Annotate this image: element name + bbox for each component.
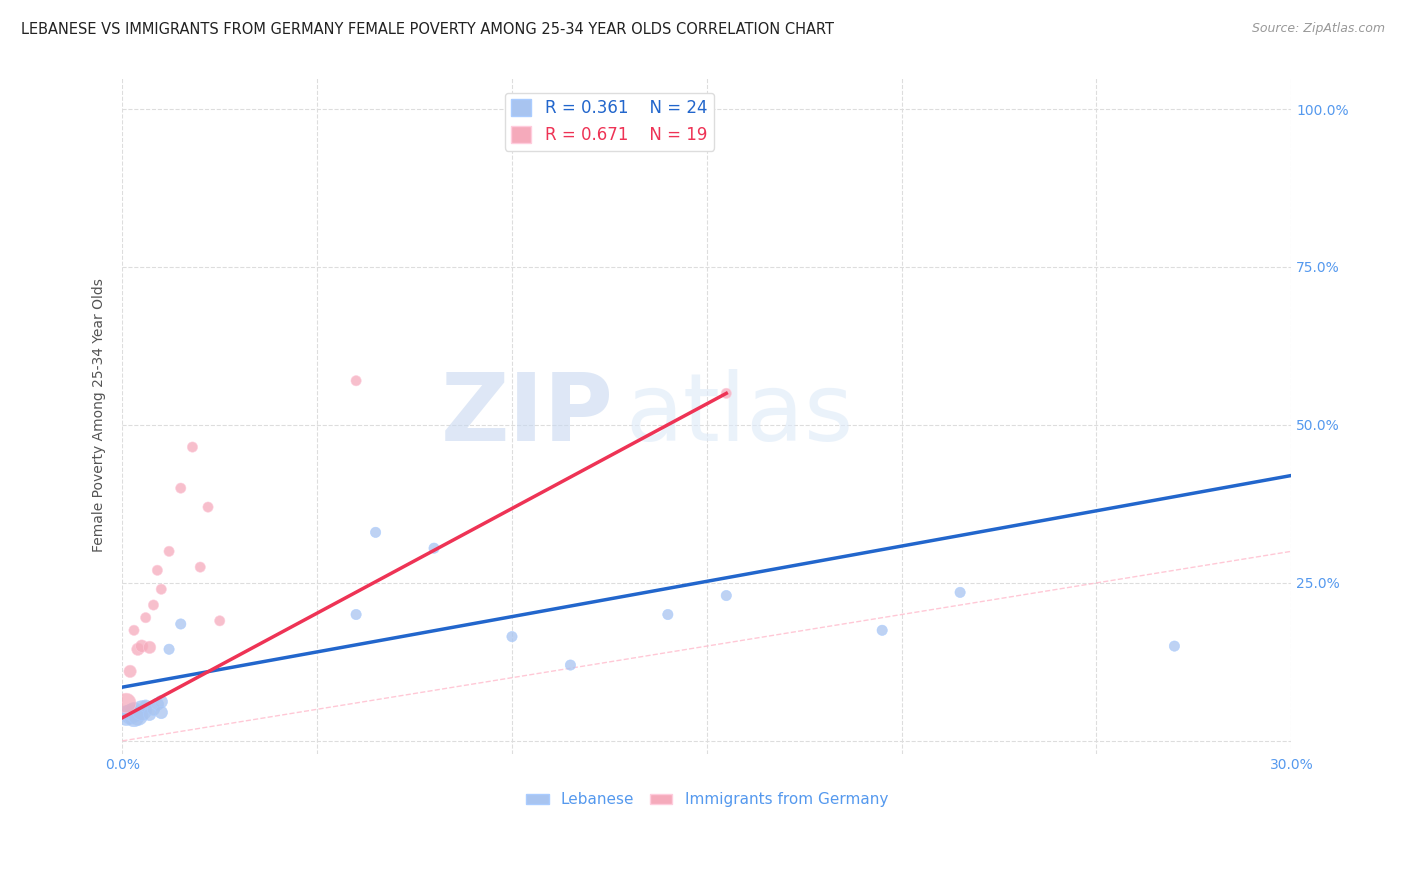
Point bbox=[115, 696, 138, 710]
Point bbox=[131, 704, 153, 718]
Point bbox=[120, 707, 142, 722]
Point bbox=[657, 607, 679, 622]
Point bbox=[344, 374, 367, 388]
Point bbox=[157, 642, 180, 657]
Legend: Lebanese, Immigrants from Germany: Lebanese, Immigrants from Germany bbox=[519, 786, 894, 814]
Point bbox=[1163, 639, 1185, 653]
Text: LEBANESE VS IMMIGRANTS FROM GERMANY FEMALE POVERTY AMONG 25-34 YEAR OLDS CORRELA: LEBANESE VS IMMIGRANTS FROM GERMANY FEMA… bbox=[21, 22, 834, 37]
Point bbox=[150, 706, 173, 720]
Point bbox=[344, 607, 367, 622]
Point bbox=[127, 642, 149, 657]
Point bbox=[138, 640, 160, 655]
Y-axis label: Female Poverty Among 25-34 Year Olds: Female Poverty Among 25-34 Year Olds bbox=[93, 278, 107, 552]
Text: atlas: atlas bbox=[626, 369, 853, 461]
Point bbox=[146, 563, 169, 577]
Point bbox=[127, 708, 149, 723]
Point bbox=[870, 624, 893, 638]
Point bbox=[197, 500, 219, 514]
Point bbox=[501, 630, 523, 644]
Point bbox=[120, 665, 142, 679]
Text: ZIP: ZIP bbox=[440, 369, 613, 461]
Point bbox=[138, 707, 160, 722]
Point bbox=[181, 440, 204, 454]
Point bbox=[146, 697, 169, 711]
Point bbox=[170, 481, 193, 495]
Point bbox=[560, 658, 582, 673]
Point bbox=[131, 639, 153, 653]
Point bbox=[170, 617, 193, 632]
Point bbox=[122, 710, 145, 724]
Point bbox=[188, 560, 211, 574]
Point bbox=[364, 525, 387, 540]
Point bbox=[142, 702, 165, 716]
Point bbox=[157, 544, 180, 558]
Point bbox=[540, 118, 562, 132]
Point bbox=[150, 695, 173, 709]
Point bbox=[122, 706, 145, 720]
Point bbox=[716, 386, 738, 401]
Point bbox=[122, 624, 145, 638]
Point bbox=[150, 582, 173, 597]
Point bbox=[949, 585, 972, 599]
Point bbox=[142, 598, 165, 612]
Point bbox=[135, 699, 157, 714]
Point bbox=[423, 541, 446, 556]
Point bbox=[115, 708, 138, 723]
Point bbox=[716, 589, 738, 603]
Point bbox=[135, 610, 157, 624]
Point bbox=[208, 614, 231, 628]
Text: Source: ZipAtlas.com: Source: ZipAtlas.com bbox=[1251, 22, 1385, 36]
